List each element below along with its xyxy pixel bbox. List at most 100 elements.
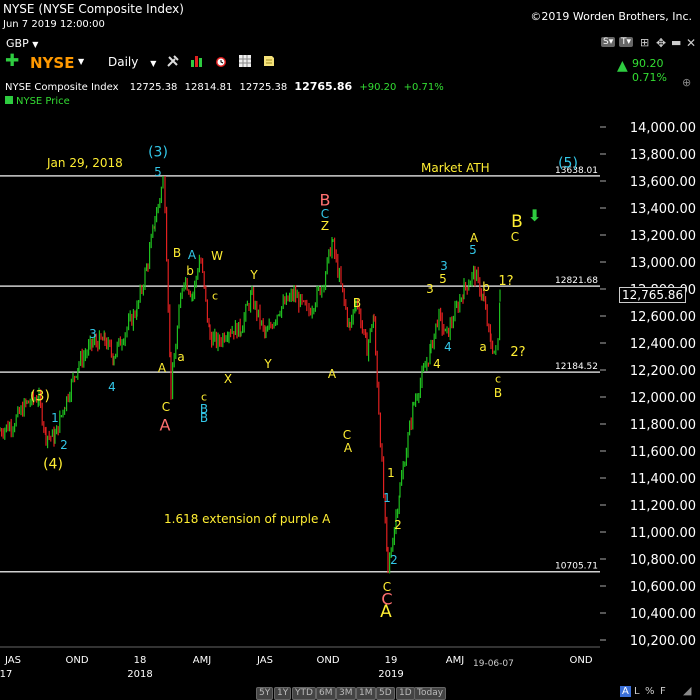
y-tick-label-11: 12,400.00 bbox=[630, 337, 696, 352]
wave-label-w-2q: 2? bbox=[510, 345, 525, 360]
range-1d-button[interactable]: 1D bbox=[396, 687, 415, 700]
y-tick-label-19: 14,000.00 bbox=[630, 121, 696, 136]
wave-label-w-B-ay: B bbox=[173, 246, 181, 260]
wave-label-w-5-y: 5 bbox=[439, 272, 447, 286]
period-select[interactable]: Daily ▼ bbox=[108, 55, 156, 69]
x-tick-label-0: JAS bbox=[4, 655, 21, 666]
y-tick-label-6: 11,400.00 bbox=[630, 472, 696, 487]
range-1y-button[interactable]: 1Y bbox=[274, 687, 292, 700]
y-tick-label-0: 10,200.00 bbox=[630, 634, 696, 649]
note-icon[interactable] bbox=[262, 53, 276, 67]
grid-icon[interactable] bbox=[238, 53, 252, 67]
wave-label-w-a-2: a bbox=[479, 340, 486, 354]
wave-label-w-3-l: 3 bbox=[89, 327, 97, 341]
range-ytd-button[interactable]: YTD bbox=[292, 687, 316, 700]
x-tick-label-8: OND bbox=[569, 655, 592, 666]
wave-label-w-A-pink: A bbox=[160, 415, 171, 434]
series-legend[interactable]: NYSE Price bbox=[5, 96, 70, 107]
wave-label-w-3-ll: (3) bbox=[30, 389, 50, 405]
period-label: Daily bbox=[108, 55, 139, 69]
footer-f-button[interactable]: F bbox=[660, 686, 666, 697]
side-change: 90.20 bbox=[632, 57, 664, 70]
y-tick-label-17: 13,600.00 bbox=[630, 175, 696, 190]
x-tick-sublabel-0: 17 bbox=[0, 669, 12, 680]
quote-bar: NYSE Composite Index 12725.38 12814.81 1… bbox=[5, 80, 444, 93]
wave-label-w-2-y: 2 bbox=[394, 518, 402, 532]
wave-label-w-C-bottom-p: C bbox=[381, 589, 392, 608]
quote-close: 12765.86 bbox=[294, 80, 353, 93]
wave-label-w-c-1: c bbox=[212, 289, 218, 302]
toolbar-t-button[interactable]: T▾ bbox=[619, 37, 634, 47]
range-6m-button[interactable]: 6M bbox=[316, 687, 336, 700]
close-icon[interactable]: ✕ bbox=[686, 36, 697, 50]
footer-l-button[interactable]: L bbox=[634, 686, 640, 697]
indicator-icon[interactable] bbox=[190, 53, 204, 67]
x-tick-label-3: AMJ bbox=[193, 655, 211, 666]
range-1m-button[interactable]: 1M bbox=[356, 687, 376, 700]
wave-label-w-b-y: b bbox=[482, 280, 490, 294]
last-price-box: 12,765.86 bbox=[619, 287, 687, 303]
move-icon[interactable]: ✥ bbox=[656, 36, 667, 50]
wave-label-w-4-c: 4 bbox=[444, 340, 452, 354]
wave-label-w-Y-2: Y bbox=[263, 357, 272, 371]
currency-select[interactable]: GBP ▼ bbox=[6, 37, 38, 50]
add-icon[interactable]: ✚ bbox=[5, 51, 20, 71]
minimize-icon[interactable]: ▬ bbox=[671, 36, 682, 49]
wave-label-w-C-bottom-y: C bbox=[383, 580, 391, 594]
wave-label-w-B-cy2: B bbox=[200, 411, 208, 425]
wave-label-w-B-pink: B bbox=[320, 190, 331, 209]
wave-label-w-5-r: 5 bbox=[469, 243, 477, 257]
x-tick-label-4: JAS bbox=[256, 655, 273, 666]
range-5d-button[interactable]: 5D bbox=[376, 687, 395, 700]
range-5y-button[interactable]: 5Y bbox=[256, 687, 274, 700]
header-datetime: Jun 7 2019 12:00:00 bbox=[3, 19, 105, 30]
quote-change-pct: +0.71% bbox=[403, 82, 444, 93]
currency-label: GBP bbox=[6, 37, 29, 50]
alarm-clock-icon[interactable] bbox=[214, 53, 228, 67]
wave-label-w-c-2: c bbox=[201, 390, 207, 403]
symbol-input[interactable]: NYSE bbox=[30, 54, 75, 72]
y-tick-label-18: 13,800.00 bbox=[630, 148, 696, 163]
y-tick-label-1: 10,400.00 bbox=[630, 607, 696, 622]
wave-label-w-X: X bbox=[224, 372, 232, 386]
chart-settings-icon[interactable]: ⊞ bbox=[640, 36, 650, 49]
symbol-dropdown[interactable]: ▼ bbox=[78, 57, 85, 66]
date-marker: 19-06-07 bbox=[473, 659, 514, 669]
wave-label-w-W: W bbox=[211, 249, 223, 263]
y-tick-label-8: 11,800.00 bbox=[630, 418, 696, 433]
wave-label-w-4-ll: (4) bbox=[43, 457, 63, 473]
wave-label-w-c-3: c bbox=[495, 372, 501, 385]
y-tick-label-16: 13,400.00 bbox=[630, 202, 696, 217]
level-label-0: 13638.01 bbox=[555, 166, 598, 176]
wave-label-w-A-bottom: A bbox=[380, 602, 392, 622]
toolbar-t-label: T bbox=[621, 37, 627, 47]
wave-label-w-C-right: C bbox=[511, 230, 519, 244]
footer-pct-button[interactable]: % bbox=[645, 686, 655, 697]
scroll-up-icon[interactable]: ⊕ bbox=[682, 76, 692, 89]
quote-open: 12725.38 bbox=[129, 82, 178, 93]
range-today-button[interactable]: Today bbox=[414, 687, 447, 700]
toolbar-s-button[interactable]: S▾ bbox=[601, 37, 616, 47]
y-tick-label-9: 12,000.00 bbox=[630, 391, 696, 406]
x-tick-label-1: OND bbox=[65, 655, 88, 666]
wave-label-w-b-2: b bbox=[186, 264, 194, 278]
wave-label-w-Y: Y bbox=[249, 268, 258, 282]
wave-label-w-B-c: B bbox=[200, 402, 208, 416]
resize-handle-icon[interactable]: ◢ bbox=[683, 684, 692, 697]
wave-label-w-B-big: B bbox=[511, 212, 523, 232]
wave-label-w-A-1: A bbox=[470, 231, 479, 245]
footer-a-button[interactable]: A bbox=[620, 686, 631, 697]
wave-label-w-C-y: C bbox=[162, 400, 170, 414]
wave-label-w-C-A: C bbox=[343, 428, 351, 442]
down-arrow-icon: ⬇ bbox=[528, 206, 542, 225]
y-tick-label-4: 11,000.00 bbox=[630, 526, 696, 541]
wave-label-w-3-r: 3 bbox=[440, 259, 448, 273]
wave-label-w-A-3: A bbox=[328, 367, 337, 381]
wave-label-w-B-3: B bbox=[494, 386, 502, 400]
quote-high: 12814.81 bbox=[184, 82, 233, 93]
x-tick-sublabel-6: 2019 bbox=[378, 669, 403, 680]
wave-label-w-A-4: A bbox=[344, 441, 353, 455]
chevron-down-icon: ▼ bbox=[32, 40, 39, 49]
range-3m-button[interactable]: 3M bbox=[336, 687, 356, 700]
tools-icon[interactable] bbox=[166, 53, 180, 67]
